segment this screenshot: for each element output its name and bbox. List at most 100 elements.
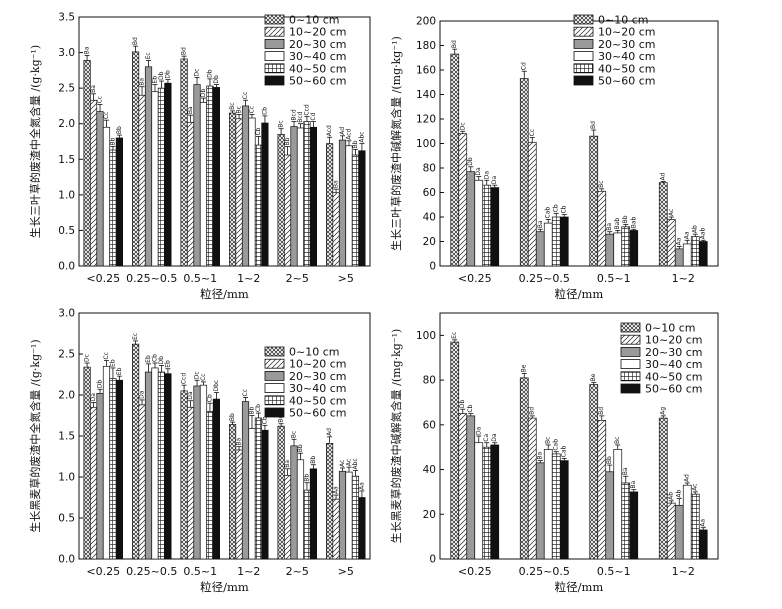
bar-2-5 bbox=[283, 475, 292, 560]
bar-6-2 bbox=[164, 373, 172, 560]
significance-label: Bc bbox=[545, 437, 552, 444]
legend-label: 0~10 cm bbox=[289, 346, 339, 359]
bar-3-1 bbox=[466, 171, 476, 267]
legend-label: 30~40 cm bbox=[598, 50, 655, 63]
x-tick-label: 0.5~1 bbox=[183, 272, 217, 285]
significance-label: Cc bbox=[529, 129, 536, 137]
x-tick-label: 1~2 bbox=[237, 272, 260, 285]
legend-swatch bbox=[573, 26, 594, 37]
significance-label: Ba bbox=[90, 85, 97, 93]
significance-label: Ab bbox=[676, 490, 683, 498]
significance-label: Bc bbox=[291, 431, 298, 438]
bar-1-6 bbox=[326, 443, 334, 560]
significance-label: Aa bbox=[700, 519, 707, 527]
x-tick-label: 1~2 bbox=[672, 565, 695, 578]
bar-5-3 bbox=[206, 411, 214, 560]
y-tick-label: 1.5 bbox=[58, 154, 75, 166]
bar-4-4 bbox=[248, 117, 256, 267]
bar-4-1 bbox=[102, 126, 111, 267]
legend-swatch bbox=[264, 75, 285, 86]
significance-label: Ca bbox=[483, 434, 490, 442]
bar-3-6 bbox=[338, 139, 347, 267]
significance-label: Cc bbox=[248, 106, 255, 114]
legend-label: 20~30 cm bbox=[289, 38, 346, 51]
legend-swatch bbox=[620, 334, 641, 345]
legend-swatch bbox=[264, 407, 285, 418]
bar-4-4 bbox=[682, 243, 692, 267]
bar-6-2 bbox=[559, 216, 569, 267]
x-tick-label: <0.25 bbox=[86, 565, 120, 578]
bar-4-3 bbox=[199, 384, 208, 560]
bar-3-4 bbox=[241, 401, 250, 560]
significance-label: Bc bbox=[614, 437, 621, 444]
x-axis-title: 粒径/mm bbox=[555, 287, 604, 301]
significance-label: Bc bbox=[236, 106, 243, 113]
significance-label: Db bbox=[158, 356, 165, 365]
bar-3-1 bbox=[96, 393, 104, 560]
bar-5-3 bbox=[621, 226, 631, 267]
significance-label: Cb bbox=[261, 107, 268, 115]
x-tick-label: 0.25~0.5 bbox=[519, 272, 570, 285]
bar-6-2 bbox=[559, 460, 569, 560]
bar-6-1 bbox=[490, 187, 500, 267]
significance-label: Dc bbox=[194, 371, 201, 379]
significance-label: Acd bbox=[326, 125, 333, 136]
bar-2-3 bbox=[597, 419, 607, 560]
significance-label: Bd bbox=[132, 37, 139, 45]
bar-2-2 bbox=[138, 404, 146, 560]
legend-label: 30~40 cm bbox=[645, 358, 702, 371]
significance-label: Cb bbox=[206, 394, 213, 402]
bar-2-5 bbox=[283, 154, 292, 267]
bar-4-1 bbox=[474, 442, 484, 560]
significance-label: Aa bbox=[676, 237, 683, 245]
significance-label: Db bbox=[200, 88, 207, 97]
plot-frame bbox=[78, 16, 371, 267]
bar-6-6 bbox=[358, 150, 366, 267]
significance-label: Bd bbox=[598, 407, 605, 415]
bar-2-1 bbox=[89, 406, 98, 560]
significance-label: Acd bbox=[345, 128, 352, 139]
bar-1-5 bbox=[277, 425, 285, 560]
significance-label: Da bbox=[491, 176, 498, 185]
significance-label: Ba bbox=[333, 180, 340, 188]
bar-4-3 bbox=[613, 449, 623, 560]
chart-ryegrass-total-n: 0.00.51.01.52.02.53.0DcDaDbCcEbEb<0.25Ec… bbox=[28, 308, 371, 594]
significance-label: Ba bbox=[236, 438, 243, 446]
bar-4-2 bbox=[151, 367, 159, 560]
bar-2-4 bbox=[666, 219, 676, 267]
y-tick-label: 180 bbox=[416, 40, 436, 52]
significance-label: Bb bbox=[248, 406, 255, 414]
y-tick-label: 0.0 bbox=[58, 554, 75, 566]
significance-label: Cc bbox=[103, 112, 110, 120]
x-tick-label: >5 bbox=[338, 272, 354, 285]
x-tick-label: 0.25~0.5 bbox=[519, 565, 570, 578]
bar-2-4 bbox=[235, 118, 243, 267]
bar-3-1 bbox=[466, 415, 476, 560]
bar-6-4 bbox=[698, 529, 708, 560]
significance-label: Ad bbox=[339, 127, 346, 135]
bar-5-5 bbox=[303, 121, 311, 267]
y-tick-label: 40 bbox=[423, 212, 436, 224]
significance-label: Da bbox=[491, 433, 498, 442]
y-tick-label: 2.5 bbox=[58, 349, 75, 361]
significance-label: Ba bbox=[187, 106, 194, 114]
legend-label: 40~50 cm bbox=[289, 394, 346, 407]
y-axis-title: 生长三叶草的废渣中全氮含量 /(g·kg⁻¹) bbox=[28, 45, 42, 238]
bar-2-4 bbox=[666, 502, 676, 560]
significance-label: Dc bbox=[84, 354, 91, 362]
significance-label: Abc bbox=[358, 131, 365, 142]
bar-3-4 bbox=[674, 248, 684, 267]
legend-swatch bbox=[264, 358, 285, 369]
significance-label: Da bbox=[475, 426, 482, 435]
y-tick-label: 100 bbox=[416, 138, 436, 150]
bar-2-2 bbox=[138, 94, 146, 267]
significance-label: Bb bbox=[303, 474, 310, 482]
x-tick-label: <0.25 bbox=[458, 565, 492, 578]
bar-3-3 bbox=[193, 84, 201, 267]
bar-6-3 bbox=[212, 87, 221, 267]
bar-5-1 bbox=[109, 378, 117, 560]
